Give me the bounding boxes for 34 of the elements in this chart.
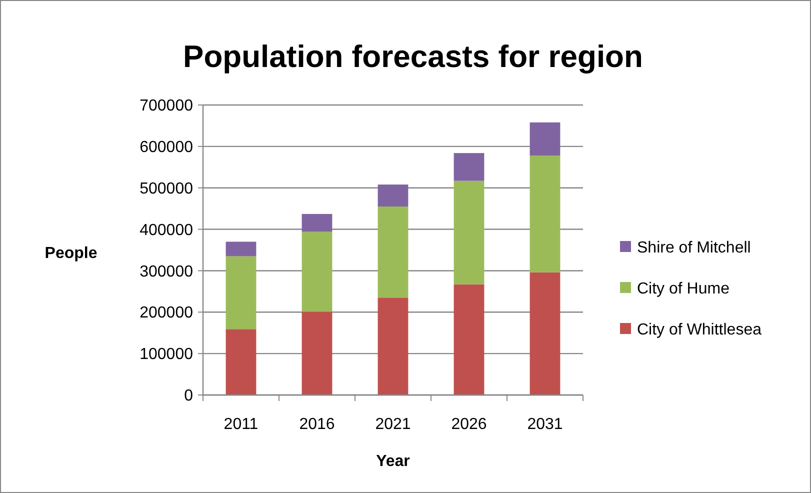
bar: [226, 242, 256, 256]
bar: [454, 180, 484, 284]
y-tick-label: 200000: [140, 304, 194, 322]
bar: [378, 184, 408, 206]
bar: [378, 298, 408, 395]
bar: [454, 153, 484, 181]
bar: [454, 284, 484, 395]
y-tick-label: 0: [184, 388, 194, 405]
bar: [378, 206, 408, 298]
y-tick-label: 700000: [140, 98, 194, 115]
x-tick-label: 2031: [527, 416, 563, 433]
bar: [302, 312, 332, 395]
y-tick-label: 300000: [140, 263, 194, 280]
x-tick-label: 2011: [224, 416, 258, 433]
legend-label: Shire of Mitchell: [637, 240, 751, 257]
x-axis-title: Year: [376, 453, 410, 470]
bar: [302, 232, 332, 312]
legend-label: City of Whittlesea: [637, 322, 762, 339]
y-tick-label: 600000: [140, 139, 194, 156]
y-tick-label: 400000: [140, 222, 194, 239]
bar: [530, 122, 560, 156]
bar: [226, 329, 256, 395]
y-tick-label: 100000: [140, 346, 194, 364]
bar: [226, 256, 256, 330]
x-tick-label: 2021: [375, 416, 411, 433]
y-axis-title: People: [44, 245, 98, 262]
bar: [530, 272, 560, 395]
bar: [302, 214, 332, 232]
bar: [530, 156, 560, 272]
legend-label: City of Hume: [637, 280, 730, 298]
y-tick-label: 500000: [140, 180, 194, 198]
x-tick-label: 2016: [299, 416, 335, 433]
chart-title: Population forecasts for region: [183, 39, 643, 74]
x-tick-label: 2026: [451, 416, 487, 433]
